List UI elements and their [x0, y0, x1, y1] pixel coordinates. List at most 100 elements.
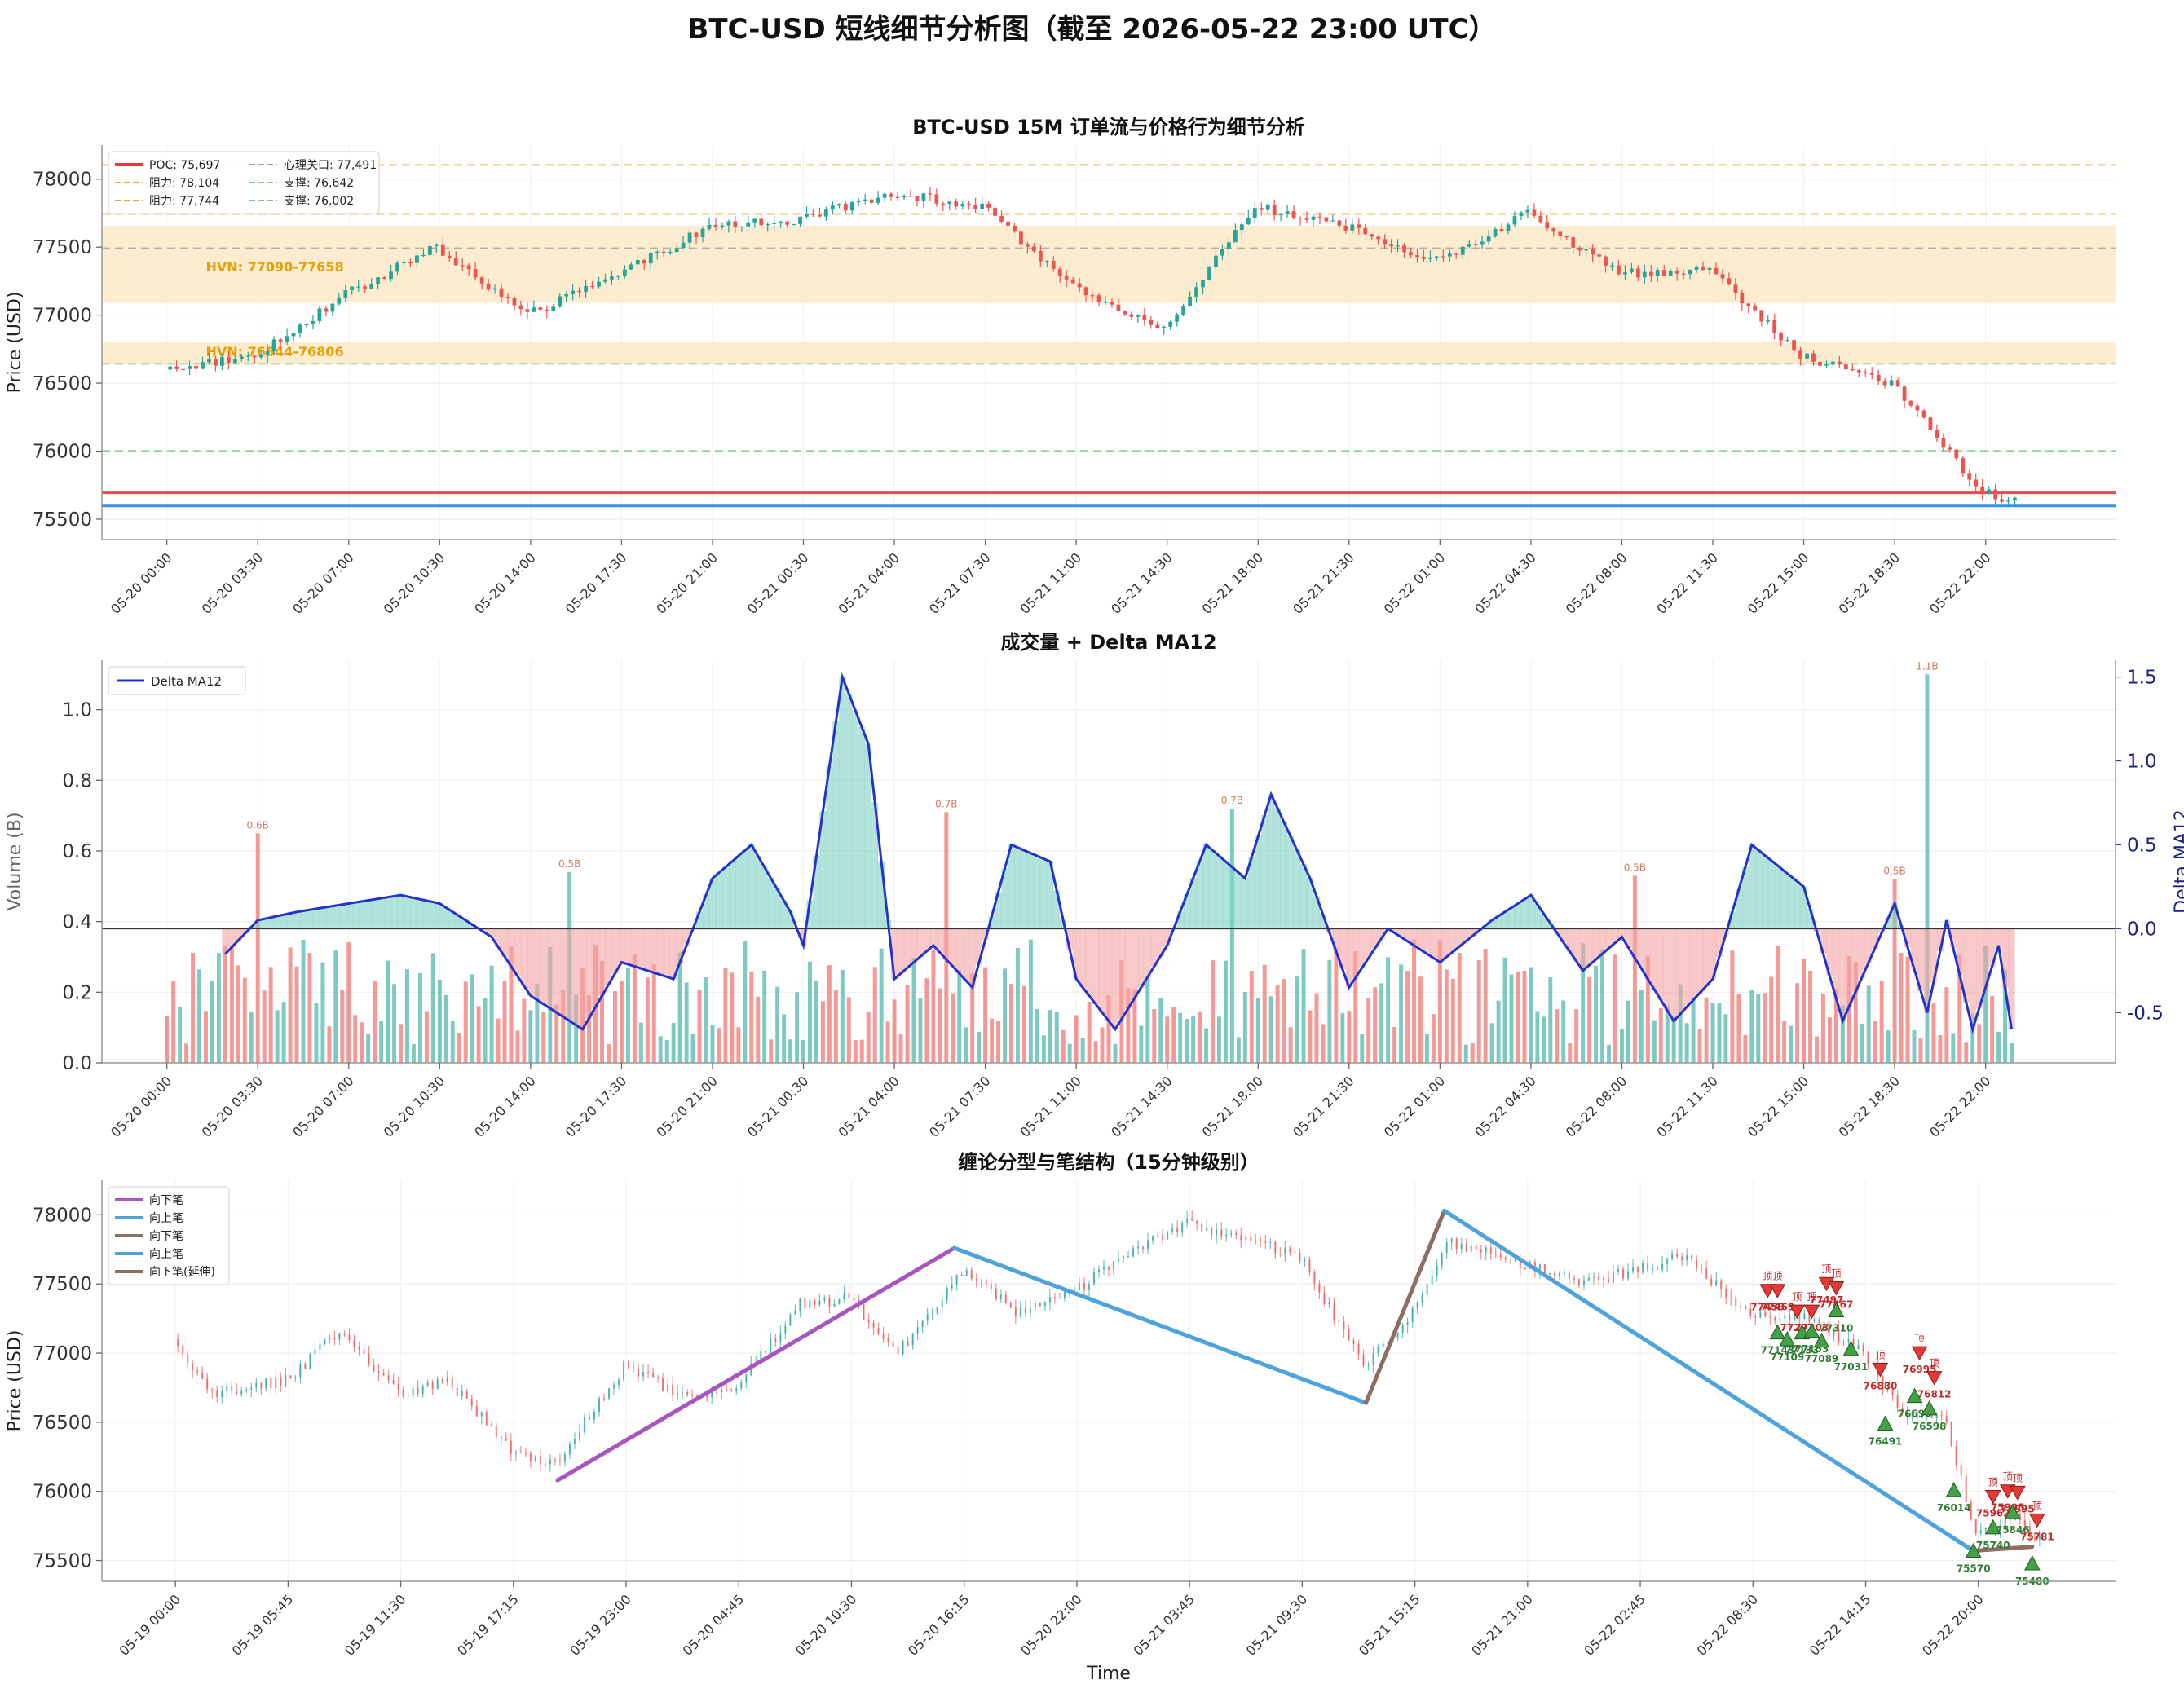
candle-body — [206, 1378, 209, 1390]
candle-body — [289, 1375, 292, 1378]
candle-body — [1635, 268, 1640, 278]
delta-fill — [1579, 928, 1586, 972]
delta-fill — [1086, 928, 1092, 996]
top-fractal-tag: 顶 — [1988, 1477, 1998, 1488]
candle-body — [882, 1333, 885, 1339]
candle-body — [1013, 225, 1017, 232]
volume-bar — [1925, 674, 1930, 1063]
volume-annotation: 0.7B — [1221, 795, 1243, 806]
delta-fill — [1196, 861, 1203, 929]
candle-body — [470, 1398, 473, 1406]
volume-bar — [1938, 1035, 1943, 1063]
legend-label: 向下笔 — [149, 1194, 183, 1207]
delta-fill — [754, 855, 761, 929]
candle-body — [1974, 479, 1979, 487]
volume-bar — [1275, 984, 1280, 1063]
volume-bar — [1568, 1043, 1573, 1063]
hvn-zone-label: HVN: 77090-77658 — [205, 259, 343, 275]
delta-fill — [1008, 844, 1015, 929]
volume-bar — [814, 981, 818, 1063]
candle-body — [726, 1389, 728, 1391]
delta-fill — [1131, 928, 1138, 998]
delta-fill — [1975, 928, 1983, 1009]
x-tick-label: 05-20 10:30 — [381, 549, 448, 617]
y-tick-label: 77500 — [33, 237, 92, 258]
candle-body — [447, 255, 452, 259]
candle-body — [1096, 295, 1101, 302]
candle-body — [1843, 364, 1848, 370]
candle-body — [627, 1361, 630, 1369]
volume-bar — [1873, 1021, 1877, 1063]
candle-body — [1181, 306, 1186, 315]
candle-body — [836, 204, 841, 206]
volume-bar — [392, 984, 397, 1063]
candle-body — [373, 1364, 375, 1372]
volume-bar — [1710, 1003, 1715, 1063]
candle-body — [1896, 1395, 1899, 1408]
delta-fill — [351, 902, 359, 929]
candle-body — [348, 1334, 351, 1341]
candle-body — [368, 1353, 370, 1365]
top-fractal-marker — [1984, 1490, 2001, 1505]
volume-bar — [879, 948, 884, 1063]
volume-bar — [1951, 1033, 1956, 1063]
volume-bar — [294, 966, 299, 1063]
candle-body — [889, 193, 893, 197]
volume-bar — [1860, 1023, 1864, 1063]
delta-fill — [1683, 928, 1691, 1007]
delta-fill — [527, 928, 534, 996]
bottom-fractal-marker — [1828, 1302, 1845, 1317]
candle-body — [1779, 333, 1784, 341]
candle-body — [1714, 267, 1719, 275]
delta-fill — [1021, 849, 1028, 929]
volume-bar — [574, 994, 579, 1063]
volume-bar — [964, 1027, 968, 1063]
candle-body — [1077, 283, 1082, 288]
y-tick-label: 76000 — [33, 442, 92, 463]
candle-body — [597, 281, 601, 287]
candle-body — [1073, 1290, 1075, 1292]
delta-fill — [1209, 849, 1216, 929]
candle-body — [1441, 1253, 1443, 1266]
delta-fill — [1027, 853, 1035, 929]
candle-body — [1211, 1227, 1213, 1236]
candle-body — [1808, 1313, 1811, 1322]
candle-body — [1533, 1261, 1536, 1272]
volume-bar — [204, 1011, 208, 1063]
volume-bar — [360, 1022, 364, 1063]
volume-bar — [1808, 970, 1812, 1063]
candle-body — [1774, 1317, 1776, 1321]
candle-body — [1064, 275, 1069, 280]
candle-body — [1754, 1316, 1757, 1318]
delta-fill — [852, 710, 859, 929]
candle-body — [1681, 1256, 1683, 1261]
candle-body — [1701, 266, 1705, 271]
candle-body — [529, 1453, 532, 1461]
candle-body — [1186, 1218, 1189, 1223]
candle-body — [298, 324, 302, 333]
volume-bar — [1476, 959, 1481, 1063]
candle-body — [805, 214, 809, 217]
candle-body — [554, 1459, 556, 1461]
volume-bar — [664, 1040, 669, 1063]
candle-body — [1551, 228, 1556, 232]
candle-body — [779, 1333, 782, 1342]
volume-bar — [1126, 988, 1131, 1063]
volume-bar — [301, 940, 306, 1063]
volume-delta-panel: 0.6B 0.5B 0.7B 0.7B 0.5B 0.5B 1.1B 0.0 0.2 0.4 0.6… — [5, 631, 2184, 1140]
x-tick-label: 05-21 21:00 — [1468, 1591, 1536, 1659]
candle-body — [1935, 1415, 1938, 1418]
volume-bar — [165, 1016, 170, 1063]
candle-body — [1831, 361, 1835, 365]
candle-body — [1648, 271, 1653, 276]
delta-fill — [1436, 928, 1444, 963]
candle-body — [1882, 1376, 1884, 1391]
candle-body — [713, 224, 718, 227]
candle-body — [804, 1298, 806, 1309]
candle-body — [1480, 1249, 1482, 1253]
top-fractal-tag: 顶 — [2013, 1472, 2023, 1483]
volume-bar — [1743, 1034, 1748, 1063]
candle-body — [1083, 287, 1088, 296]
candle-body — [1171, 1228, 1174, 1232]
candle-body — [436, 1379, 439, 1389]
